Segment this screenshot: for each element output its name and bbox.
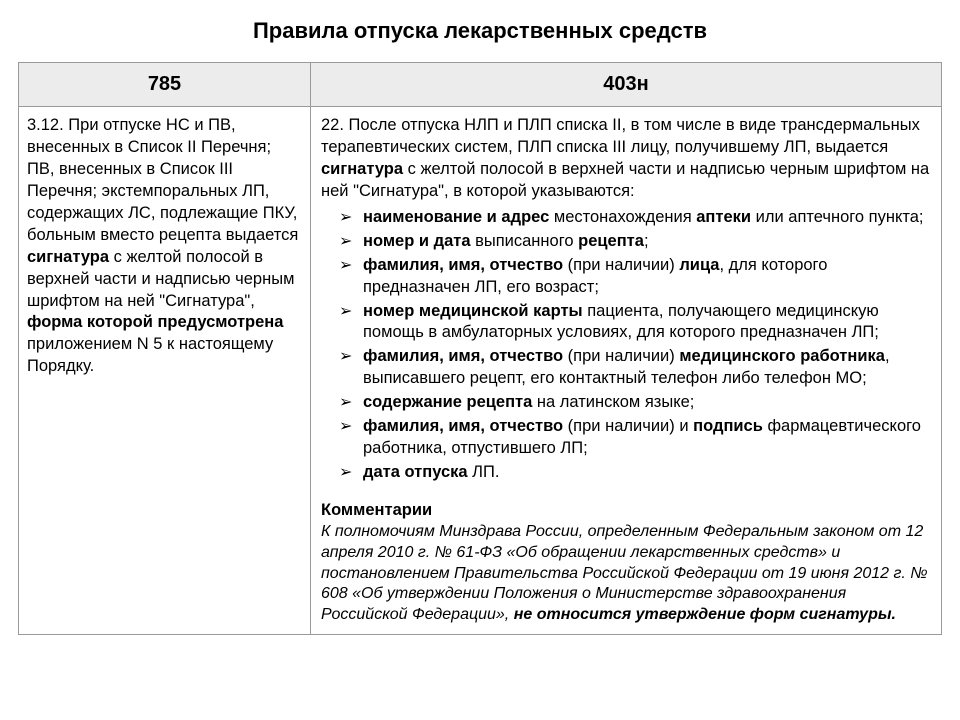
- text-bold: лица: [679, 256, 719, 274]
- list-item: фамилия, имя, отчество (при наличии) и п…: [343, 416, 931, 460]
- text: или аптечного пункта;: [751, 208, 923, 226]
- cell-785-body: 3.12. При отпуске НС и ПВ, внесенных в С…: [19, 107, 311, 635]
- cell-403n-body: 22. После отпуска НЛП и ПЛП списка II, в…: [311, 107, 942, 635]
- text: выписанного: [471, 232, 579, 250]
- text-bold: наименование и адрес: [363, 208, 549, 226]
- list-item: наименование и адрес местонахождения апт…: [343, 207, 931, 229]
- table-body-row: 3.12. При отпуске НС и ПВ, внесенных в С…: [19, 107, 942, 635]
- text-bold: рецепта: [578, 232, 644, 250]
- text-bold: номер медицинской карты: [363, 302, 583, 320]
- text-bold: фамилия, имя, отчество: [363, 417, 563, 435]
- column-header-403n: 403н: [311, 63, 942, 107]
- list-item: фамилия, имя, отчество (при наличии) мед…: [343, 346, 931, 390]
- text: ;: [644, 232, 649, 250]
- text-bold: содержание рецепта: [363, 393, 532, 411]
- text-bold-italic: не относится утверждение форм сигнатуры.: [514, 606, 896, 623]
- text: местонахождения: [549, 208, 696, 226]
- text-bold: дата отпуска: [363, 463, 468, 481]
- text-bold: аптеки: [696, 208, 751, 226]
- text: (при наличии): [563, 347, 679, 365]
- text-bold: номер и дата: [363, 232, 471, 250]
- page: Правила отпуска лекарственных средств 78…: [0, 0, 960, 635]
- column-header-785: 785: [19, 63, 311, 107]
- text-bold: фамилия, имя, отчество: [363, 347, 563, 365]
- list-item: номер и дата выписанного рецепта;: [343, 231, 931, 253]
- comments-body: К полномочиям Минздрава России, определе…: [321, 522, 931, 626]
- text: ЛП.: [468, 463, 500, 481]
- text-bold: форма которой предусмотрена: [27, 313, 283, 331]
- list-item: номер медицинской карты пациента, получа…: [343, 301, 931, 345]
- text: 22. После отпуска НЛП и ПЛП списка II, в…: [321, 116, 920, 156]
- text: приложением N 5 к настоящему Порядку.: [27, 335, 273, 375]
- bullet-list: наименование и адрес местонахождения апт…: [321, 207, 931, 484]
- text: с желтой полосой в верхней части и надпи…: [321, 160, 929, 200]
- list-item: содержание рецепта на латинском языке;: [343, 392, 931, 414]
- table-header-row: 785 403н: [19, 63, 942, 107]
- text-bold: фамилия, имя, отчество: [363, 256, 563, 274]
- text-bold: медицинского работника: [679, 347, 885, 365]
- text: (при наличии) и: [563, 417, 693, 435]
- comparison-table: 785 403н 3.12. При отпуске НС и ПВ, внес…: [18, 62, 942, 635]
- text: на латинском языке;: [532, 393, 694, 411]
- text: (при наличии): [563, 256, 679, 274]
- comments-heading: Комментарии: [321, 500, 931, 522]
- text: 3.12. При отпуске НС и ПВ, внесенных в С…: [27, 116, 298, 244]
- list-item: фамилия, имя, отчество (при наличии) лиц…: [343, 255, 931, 299]
- text-bold: сигнатура: [321, 160, 403, 178]
- intro-paragraph: 22. После отпуска НЛП и ПЛП списка II, в…: [321, 115, 931, 203]
- list-item: дата отпуска ЛП.: [343, 462, 931, 484]
- text-italic: К полномочиям Минздрава: [321, 523, 521, 540]
- text-bold: сигнатура: [27, 248, 109, 266]
- text-bold: подпись: [693, 417, 763, 435]
- page-title: Правила отпуска лекарственных средств: [18, 18, 942, 44]
